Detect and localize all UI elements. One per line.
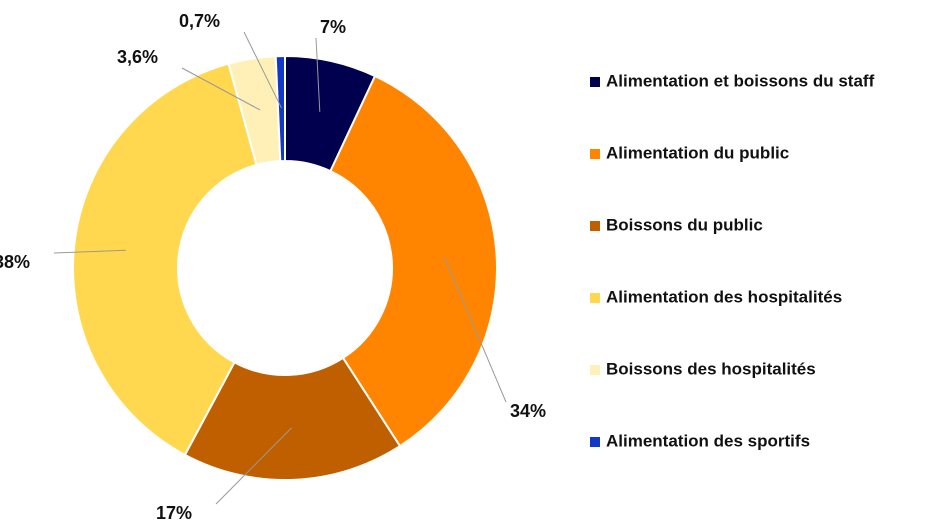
leader-line [243,31,282,109]
data-label: 3,6% [117,47,158,67]
leader-line [53,249,127,254]
legend-label: Boissons du public [606,215,763,234]
leader-line [181,67,261,111]
data-label: 38% [0,252,30,272]
donut-slice [274,54,286,163]
legend-label: Alimentation des hospitalités [606,287,842,306]
data-label: 7% [320,17,346,37]
data-label: 34% [510,401,546,421]
data-label: 0,7% [179,11,220,31]
legend-swatch [590,149,600,159]
leader-line [444,257,507,403]
legend-label: Alimentation et boissons du staff [606,71,875,90]
legend-swatch [590,77,600,87]
legend-swatch [590,365,600,375]
legend-swatch [590,221,600,231]
legend-label: Alimentation des sportifs [606,431,810,450]
donut-slice [72,62,258,457]
data-label: 17% [156,503,192,523]
legend-swatch [590,293,600,303]
leader-line [215,427,292,505]
legend-label: Alimentation du public [606,143,789,162]
leader-line [315,37,321,112]
donut-slice [329,74,498,448]
legend-label: Boissons des hospitalités [606,359,816,378]
donut-slice [183,356,402,481]
legend-swatch [590,437,600,447]
